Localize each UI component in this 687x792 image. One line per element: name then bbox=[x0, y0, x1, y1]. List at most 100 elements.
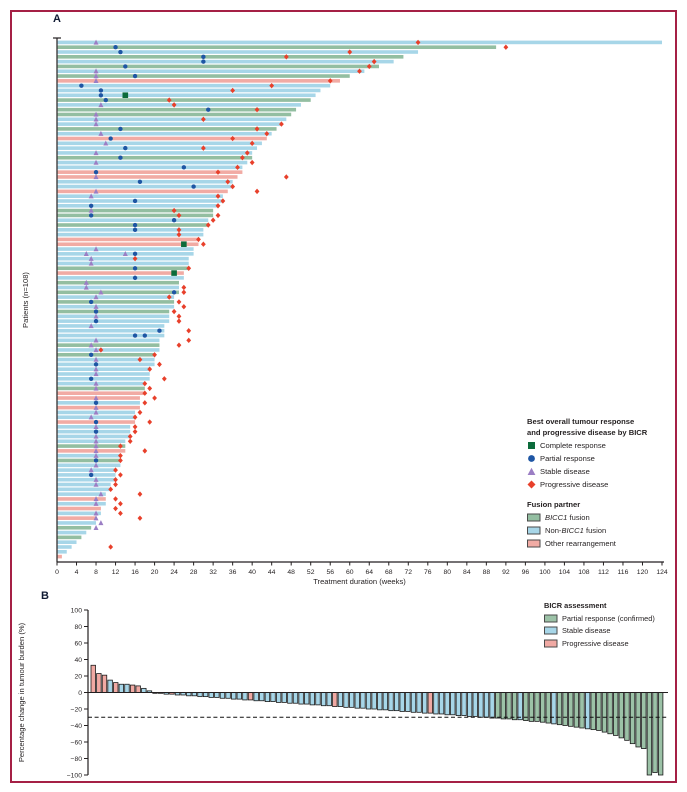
waterfall-bar bbox=[590, 692, 596, 731]
waterfall-bar bbox=[275, 692, 282, 703]
sd-marker bbox=[93, 356, 99, 362]
legend-item-progressive-disease: Progressive disease bbox=[527, 479, 682, 490]
pd-marker bbox=[127, 438, 133, 444]
waterfall-bar bbox=[343, 692, 349, 708]
sd-marker bbox=[88, 255, 94, 261]
svg-text:12: 12 bbox=[112, 569, 120, 576]
pd-marker bbox=[137, 356, 143, 363]
patient-bar bbox=[57, 554, 62, 559]
response-legend-title: Best overall tumour response and progres… bbox=[527, 417, 648, 438]
waterfall-bar bbox=[506, 692, 512, 720]
pr-marker bbox=[132, 275, 138, 281]
sd-marker bbox=[88, 193, 94, 199]
non-bicc1-fusion-swatch-icon bbox=[527, 526, 541, 535]
waterfall-bar bbox=[556, 692, 563, 726]
patient-bar bbox=[57, 79, 340, 83]
waterfall-bar bbox=[219, 692, 226, 699]
pd-marker bbox=[254, 126, 260, 132]
sd-marker bbox=[93, 294, 99, 300]
pd-marker bbox=[327, 78, 333, 84]
waterfall-bar bbox=[573, 692, 580, 728]
pd-marker bbox=[230, 183, 236, 190]
pd-marker bbox=[181, 289, 187, 295]
sd-marker bbox=[93, 121, 99, 127]
legend-item-stable-disease: Stable disease bbox=[527, 466, 682, 477]
svg-text:124: 124 bbox=[656, 569, 668, 576]
svg-text:28: 28 bbox=[190, 569, 198, 576]
waterfall-bar bbox=[113, 682, 119, 693]
pd-marker bbox=[161, 376, 167, 382]
waterfall-bar bbox=[438, 692, 445, 715]
pd-marker bbox=[186, 337, 192, 344]
sd-marker bbox=[88, 467, 94, 473]
patient-bar bbox=[57, 69, 365, 74]
pr-marker bbox=[103, 97, 108, 103]
patient-bar bbox=[57, 381, 145, 386]
sd-marker bbox=[88, 260, 94, 266]
pr-marker bbox=[93, 419, 99, 425]
waterfall-bar bbox=[601, 692, 608, 733]
svg-text:Patients (n=108): Patients (n=108) bbox=[21, 272, 30, 328]
pr-marker bbox=[181, 165, 187, 170]
pd-marker bbox=[215, 169, 221, 175]
patient-bar bbox=[57, 122, 282, 126]
patient-bar bbox=[57, 290, 179, 295]
sd-marker bbox=[93, 380, 99, 386]
pr-marker bbox=[88, 352, 94, 357]
waterfall-bar bbox=[354, 692, 360, 709]
waterfall-bar bbox=[253, 692, 259, 702]
pd-marker bbox=[132, 255, 138, 262]
waterfall-bar bbox=[641, 692, 647, 749]
sd-marker bbox=[93, 73, 99, 79]
waterfall-bar bbox=[202, 692, 209, 698]
waterfall-bar bbox=[292, 692, 299, 704]
patient-bar bbox=[57, 127, 277, 131]
patient-bar bbox=[57, 521, 97, 525]
patient-bar bbox=[57, 266, 189, 271]
sd-marker bbox=[93, 116, 99, 122]
bicr-legend-title: BICR assessment bbox=[544, 601, 607, 610]
patient-bar bbox=[57, 530, 87, 535]
pd-marker bbox=[137, 491, 143, 497]
progressive-disease-swatch-icon bbox=[544, 639, 558, 648]
sd-marker bbox=[83, 251, 89, 257]
svg-text:64: 64 bbox=[365, 569, 373, 576]
sd-marker bbox=[93, 188, 99, 194]
pd-marker bbox=[176, 299, 182, 305]
pd-marker bbox=[176, 212, 182, 219]
pd-marker bbox=[118, 452, 123, 459]
patient-bar bbox=[57, 160, 248, 165]
waterfall-bar bbox=[264, 692, 271, 702]
sd-marker bbox=[98, 289, 104, 295]
sd-marker bbox=[93, 481, 99, 487]
patient-bar bbox=[57, 64, 380, 69]
sd-marker bbox=[88, 414, 94, 420]
stable-disease-triangle-icon bbox=[527, 468, 536, 476]
waterfall-bar bbox=[455, 692, 462, 717]
legend-item-bicc1-fusion: BICC1 fusion bbox=[527, 512, 682, 523]
waterfall-bar bbox=[371, 692, 377, 710]
pd-marker bbox=[113, 477, 118, 483]
pd-marker bbox=[215, 212, 221, 219]
patient-bar bbox=[57, 501, 106, 506]
waterfall-bar bbox=[517, 692, 523, 721]
pd-marker bbox=[215, 203, 221, 209]
patient-bar bbox=[57, 136, 267, 141]
pd-marker bbox=[132, 428, 138, 435]
patient-bar bbox=[57, 208, 214, 213]
pr-marker bbox=[88, 376, 94, 381]
patient-bar bbox=[57, 415, 136, 420]
patient-bar bbox=[57, 203, 219, 208]
patient-bar bbox=[57, 357, 155, 362]
pd-marker bbox=[142, 448, 148, 454]
waterfall-bar bbox=[96, 673, 102, 693]
patient-bar bbox=[57, 314, 170, 319]
waterfall-bar bbox=[489, 692, 495, 719]
pd-marker bbox=[118, 443, 123, 449]
partial-response-confirmed-swatch-icon bbox=[544, 614, 558, 623]
sd-marker bbox=[93, 448, 99, 454]
sd-marker bbox=[93, 371, 99, 377]
sd-marker bbox=[83, 279, 89, 285]
